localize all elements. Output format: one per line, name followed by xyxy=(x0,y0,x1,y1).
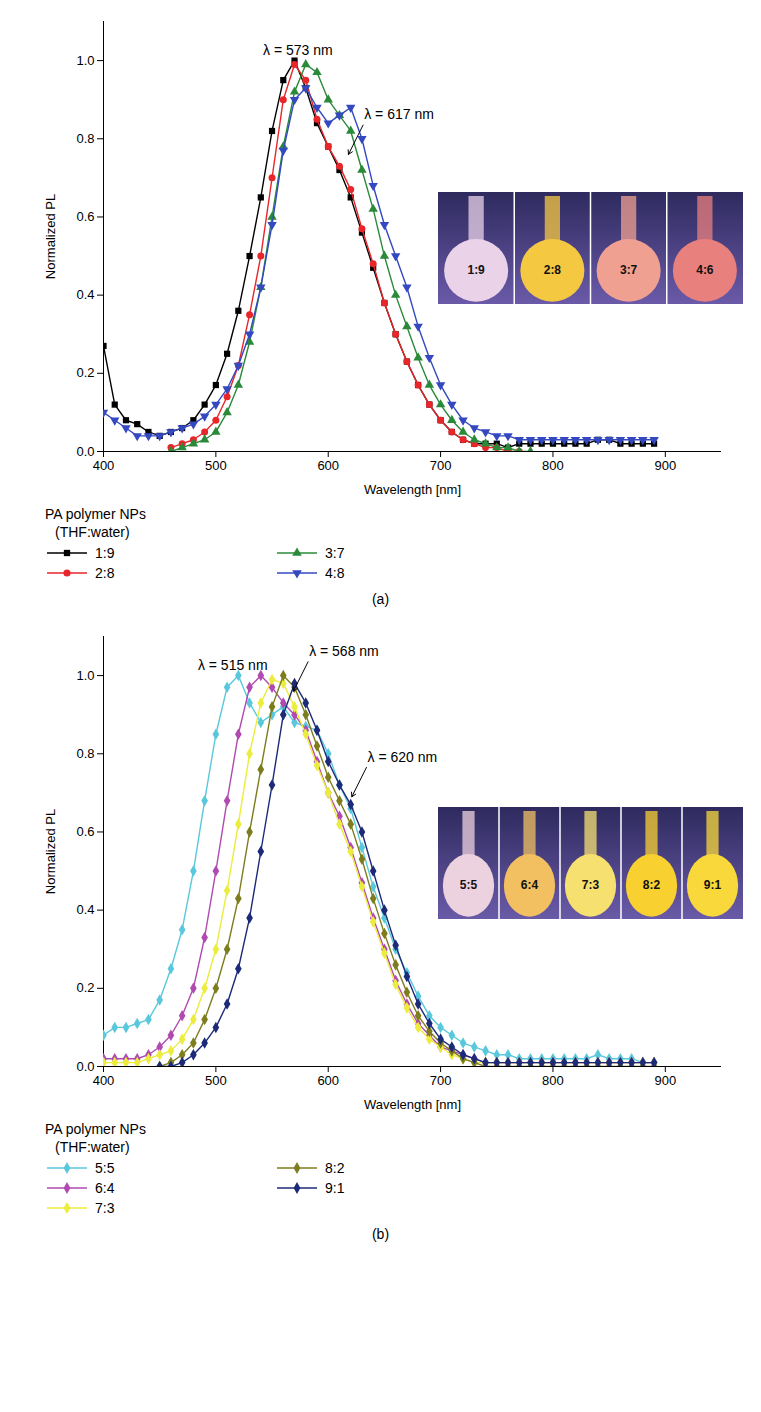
svg-text:0.2: 0.2 xyxy=(76,980,94,995)
svg-text:λ = 617 nm: λ = 617 nm xyxy=(364,106,434,122)
html-text:PA polymer NPs: PA polymer NPs xyxy=(45,1121,146,1137)
svg-text:0.4: 0.4 xyxy=(76,902,94,917)
html-text:(THF:water): (THF:water) xyxy=(55,524,130,540)
svg-text:6:4: 6:4 xyxy=(521,878,539,892)
html-text:4:8: 4:8 xyxy=(325,565,345,581)
svg-text:800: 800 xyxy=(542,1073,564,1088)
svg-text:400: 400 xyxy=(93,1073,115,1088)
svg-text:800: 800 xyxy=(542,458,564,473)
svg-text:1:9: 1:9 xyxy=(467,263,485,277)
svg-text:4:6: 4:6 xyxy=(696,263,714,277)
svg-text:0.0: 0.0 xyxy=(76,444,94,459)
svg-text:0.8: 0.8 xyxy=(76,746,94,761)
html-text:(b): (b) xyxy=(371,1226,390,1242)
svg-text:λ = 620 nm: λ = 620 nm xyxy=(368,749,438,765)
svg-text:8:2: 8:2 xyxy=(643,878,661,892)
html-text:(THF:water): (THF:water) xyxy=(55,1139,130,1155)
svg-text:0.2: 0.2 xyxy=(76,365,94,380)
html-text:2:8: 2:8 xyxy=(95,565,115,581)
svg-text:λ = 573 nm: λ = 573 nm xyxy=(263,42,333,58)
svg-text:9:1: 9:1 xyxy=(704,878,722,892)
svg-text:0.6: 0.6 xyxy=(76,209,94,224)
svg-text:λ = 515 nm: λ = 515 nm xyxy=(198,657,268,673)
svg-text:0.0: 0.0 xyxy=(76,1059,94,1074)
svg-text:1.0: 1.0 xyxy=(76,668,94,683)
svg-text:500: 500 xyxy=(205,458,227,473)
svg-text:0.8: 0.8 xyxy=(76,131,94,146)
svg-text:Normalized PL: Normalized PL xyxy=(43,809,58,894)
svg-text:0.6: 0.6 xyxy=(76,824,94,839)
svg-text:5:5: 5:5 xyxy=(460,878,478,892)
svg-text:Wavelength [nm]: Wavelength [nm] xyxy=(364,482,461,497)
svg-text:1.0: 1.0 xyxy=(76,53,94,68)
svg-text:700: 700 xyxy=(430,1073,452,1088)
html-text:6:4: 6:4 xyxy=(95,1180,115,1196)
svg-text:900: 900 xyxy=(654,458,676,473)
html-text:9:1: 9:1 xyxy=(325,1180,345,1196)
svg-text:7:3: 7:3 xyxy=(582,878,600,892)
svg-text:λ = 568 nm: λ = 568 nm xyxy=(309,643,379,659)
html-text:5:5: 5:5 xyxy=(95,1160,115,1176)
html-text:7:3: 7:3 xyxy=(95,1200,115,1216)
html-text:3:7: 3:7 xyxy=(325,545,345,561)
html-text:1:9: 1:9 xyxy=(95,545,115,561)
svg-text:Wavelength [nm]: Wavelength [nm] xyxy=(364,1097,461,1112)
svg-text:0.4: 0.4 xyxy=(76,287,94,302)
svg-text:500: 500 xyxy=(205,1073,227,1088)
svg-text:700: 700 xyxy=(430,458,452,473)
svg-text:600: 600 xyxy=(317,458,339,473)
html-text:8:2: 8:2 xyxy=(325,1160,345,1176)
svg-text:Normalized PL: Normalized PL xyxy=(43,194,58,279)
html-text:PA polymer NPs: PA polymer NPs xyxy=(45,506,146,522)
svg-text:400: 400 xyxy=(93,458,115,473)
html-text:(a): (a) xyxy=(371,591,390,607)
svg-text:600: 600 xyxy=(317,1073,339,1088)
svg-text:2:8: 2:8 xyxy=(544,263,562,277)
svg-text:900: 900 xyxy=(654,1073,676,1088)
svg-text:3:7: 3:7 xyxy=(620,263,638,277)
